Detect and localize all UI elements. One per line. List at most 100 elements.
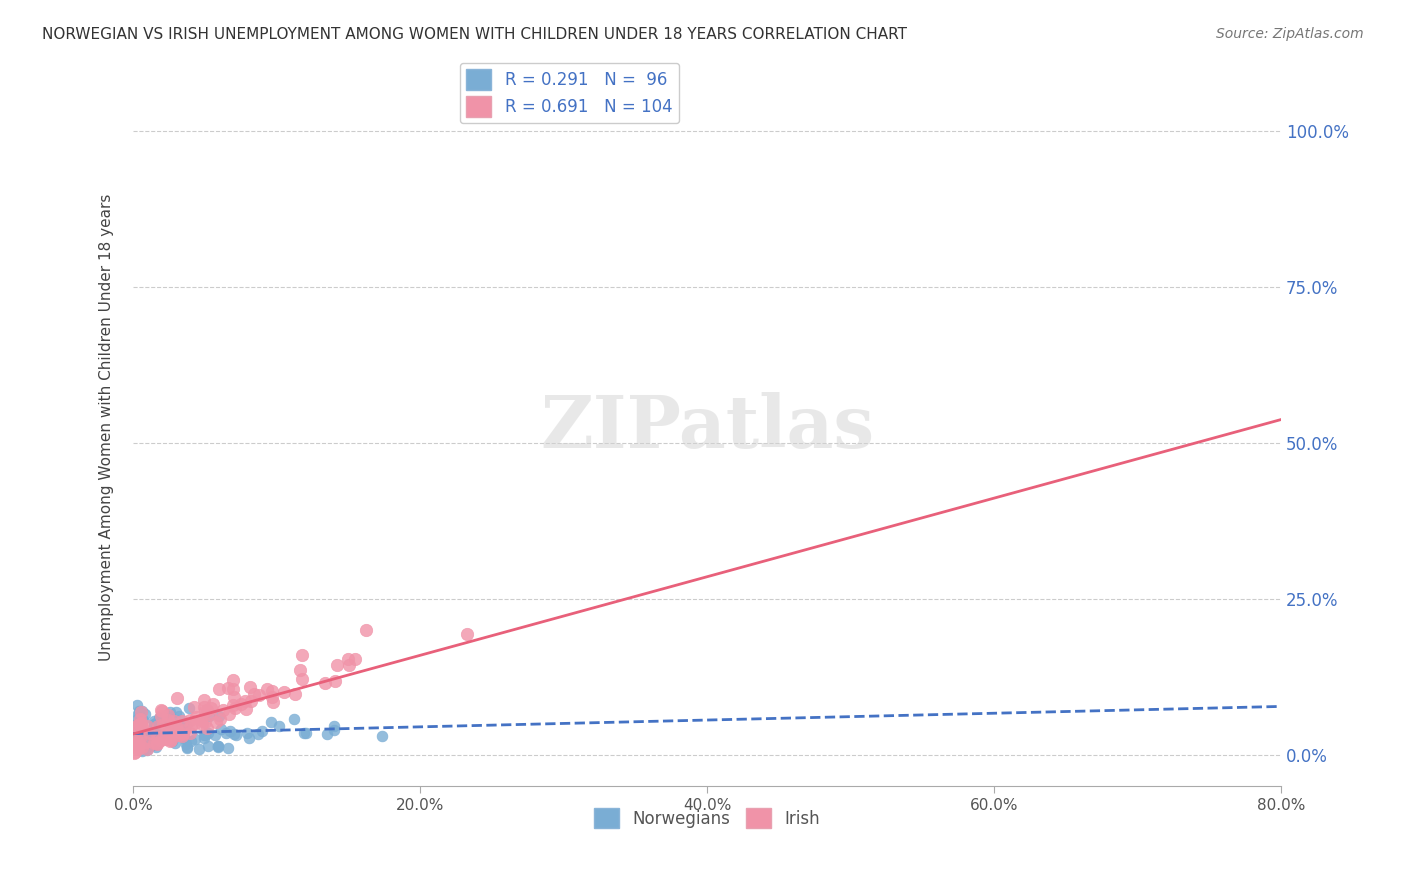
- Point: [269, 719, 291, 733]
- Point: [136, 719, 159, 733]
- Point: [143, 721, 166, 735]
- Point: [209, 712, 232, 726]
- Point: [193, 699, 215, 714]
- Point: [209, 723, 232, 737]
- Point: [157, 731, 180, 746]
- Point: [174, 732, 197, 747]
- Point: [142, 736, 165, 750]
- Point: [163, 736, 186, 750]
- Point: [169, 720, 191, 734]
- Point: [155, 727, 177, 741]
- Point: [153, 731, 176, 746]
- Point: [186, 710, 208, 724]
- Point: [456, 627, 478, 641]
- Text: ZIPatlas: ZIPatlas: [540, 392, 875, 463]
- Point: [174, 737, 197, 751]
- Point: [165, 718, 187, 732]
- Point: [167, 709, 190, 723]
- Point: [291, 648, 314, 662]
- Point: [194, 728, 217, 742]
- Point: [236, 726, 259, 740]
- Point: [315, 727, 337, 741]
- Point: [125, 731, 148, 745]
- Point: [127, 736, 149, 750]
- Point: [195, 721, 218, 735]
- Point: [239, 680, 262, 694]
- Point: [131, 740, 153, 755]
- Point: [125, 730, 148, 744]
- Point: [129, 731, 152, 745]
- Point: [129, 717, 152, 731]
- Point: [148, 735, 170, 749]
- Point: [157, 713, 180, 727]
- Point: [127, 707, 149, 722]
- Point: [179, 701, 201, 715]
- Point: [160, 733, 183, 747]
- Point: [176, 739, 198, 754]
- Point: [170, 714, 193, 728]
- Point: [129, 718, 152, 732]
- Point: [260, 714, 283, 729]
- Point: [129, 712, 152, 726]
- Point: [167, 722, 190, 736]
- Point: [149, 733, 172, 747]
- Point: [195, 703, 218, 717]
- Y-axis label: Unemployment Among Women with Children Under 18 years: Unemployment Among Women with Children U…: [100, 194, 114, 661]
- Point: [204, 715, 226, 730]
- Point: [224, 701, 246, 715]
- Point: [208, 682, 231, 697]
- Point: [125, 719, 148, 733]
- Point: [160, 733, 183, 747]
- Point: [149, 711, 172, 725]
- Point: [129, 716, 152, 731]
- Point: [217, 740, 239, 755]
- Point: [194, 715, 217, 730]
- Point: [134, 706, 156, 721]
- Point: [150, 726, 173, 740]
- Point: [235, 702, 257, 716]
- Point: [142, 738, 165, 752]
- Point: [292, 725, 315, 739]
- Point: [142, 719, 165, 733]
- Point: [145, 736, 167, 750]
- Point: [145, 716, 167, 731]
- Point: [145, 739, 167, 754]
- Point: [240, 694, 263, 708]
- Point: [174, 718, 197, 732]
- Point: [183, 700, 205, 714]
- Point: [222, 698, 245, 713]
- Point: [125, 730, 148, 744]
- Point: [129, 735, 152, 749]
- Point: [142, 738, 165, 752]
- Point: [179, 725, 201, 739]
- Point: [122, 746, 145, 760]
- Point: [197, 709, 219, 723]
- Point: [132, 713, 155, 727]
- Point: [314, 676, 336, 690]
- Point: [247, 688, 270, 702]
- Point: [125, 698, 148, 713]
- Point: [252, 724, 274, 739]
- Point: [124, 735, 146, 749]
- Point: [149, 708, 172, 723]
- Point: [190, 717, 212, 731]
- Point: [172, 727, 194, 741]
- Point: [139, 728, 162, 742]
- Point: [135, 726, 157, 740]
- Point: [159, 705, 181, 719]
- Point: [188, 742, 211, 756]
- Point: [371, 729, 394, 743]
- Point: [122, 739, 145, 753]
- Point: [204, 728, 226, 742]
- Point: [207, 739, 229, 753]
- Point: [323, 719, 346, 733]
- Point: [131, 720, 153, 734]
- Point: [122, 718, 145, 732]
- Point: [295, 726, 318, 740]
- Point: [135, 742, 157, 756]
- Point: [148, 731, 170, 745]
- Point: [218, 706, 240, 721]
- Point: [125, 738, 148, 752]
- Point: [323, 674, 346, 689]
- Point: [190, 713, 212, 727]
